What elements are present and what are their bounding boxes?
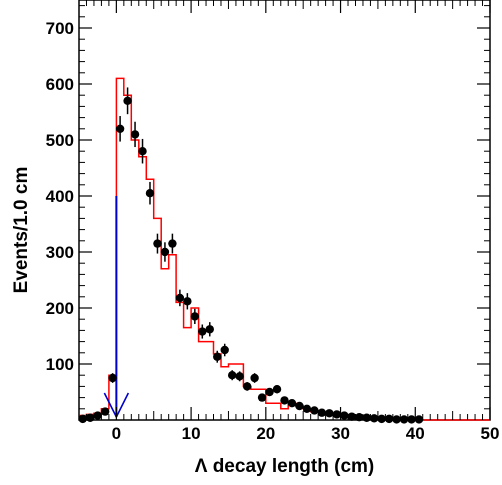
data-point xyxy=(302,404,312,413)
y-tick-label: 200 xyxy=(46,299,74,318)
data-point xyxy=(414,415,424,424)
y-tick-label: 700 xyxy=(46,19,74,38)
data-point xyxy=(347,412,356,421)
data-point xyxy=(265,387,274,397)
data-point xyxy=(220,345,229,355)
plot-area xyxy=(78,0,491,424)
plot-frame xyxy=(78,0,491,421)
data-point xyxy=(190,312,200,321)
data-point xyxy=(325,409,334,418)
data-point xyxy=(369,414,379,423)
data-point xyxy=(392,415,401,424)
data-point xyxy=(384,414,394,424)
data-point xyxy=(317,408,327,417)
x-tick-label: 40 xyxy=(406,424,425,443)
data-point xyxy=(168,239,177,248)
data-point xyxy=(130,130,140,139)
data-point xyxy=(86,413,95,422)
data-point xyxy=(198,327,207,336)
data-point xyxy=(272,385,282,394)
data-point xyxy=(407,415,416,424)
data-point xyxy=(332,410,342,419)
y-axis-title: Events/1.0 cm xyxy=(11,167,32,294)
data-point xyxy=(399,415,409,424)
data-point xyxy=(257,393,267,402)
data-point xyxy=(153,239,162,248)
data-point xyxy=(235,372,244,381)
data-point xyxy=(340,411,349,420)
x-tick-label: 0 xyxy=(112,424,121,443)
data-point xyxy=(123,96,132,106)
data-point xyxy=(175,293,185,303)
data-point xyxy=(310,406,319,415)
y-tick-label: 600 xyxy=(46,75,74,94)
data-point xyxy=(93,411,102,420)
tick-labels: 0 10 20 30 40 50 100 200 300 400 500 600 700 xyxy=(46,19,500,443)
x-axis-title: Λ decay length (cm) xyxy=(195,456,375,477)
data-point xyxy=(115,124,125,133)
x-tick-label: 10 xyxy=(182,424,201,443)
data-point xyxy=(145,189,155,198)
data-point xyxy=(355,413,364,422)
data-point xyxy=(100,407,110,416)
data-point xyxy=(295,401,304,411)
y-tick-label: 400 xyxy=(46,187,74,206)
axis-ticks xyxy=(78,0,491,420)
data-point xyxy=(205,325,214,334)
x-tick-label: 50 xyxy=(481,424,500,443)
x-tick-label: 30 xyxy=(331,424,350,443)
data-point xyxy=(213,352,222,361)
y-tick-label: 300 xyxy=(46,243,74,262)
data-point xyxy=(138,147,147,156)
data-point xyxy=(242,382,252,391)
x-tick-label: 20 xyxy=(256,424,275,443)
data-point xyxy=(78,414,87,424)
mc-histogram-line xyxy=(79,77,490,421)
data-point xyxy=(183,297,192,306)
y-tick-label: 500 xyxy=(46,131,74,150)
data-point xyxy=(377,414,386,424)
data-point xyxy=(280,396,289,405)
data-point xyxy=(287,399,297,408)
data-point xyxy=(227,371,237,380)
data-point xyxy=(160,247,170,257)
y-tick-label: 100 xyxy=(46,355,74,374)
data-point xyxy=(362,413,371,422)
data-point xyxy=(108,373,117,383)
data-point xyxy=(250,373,259,383)
